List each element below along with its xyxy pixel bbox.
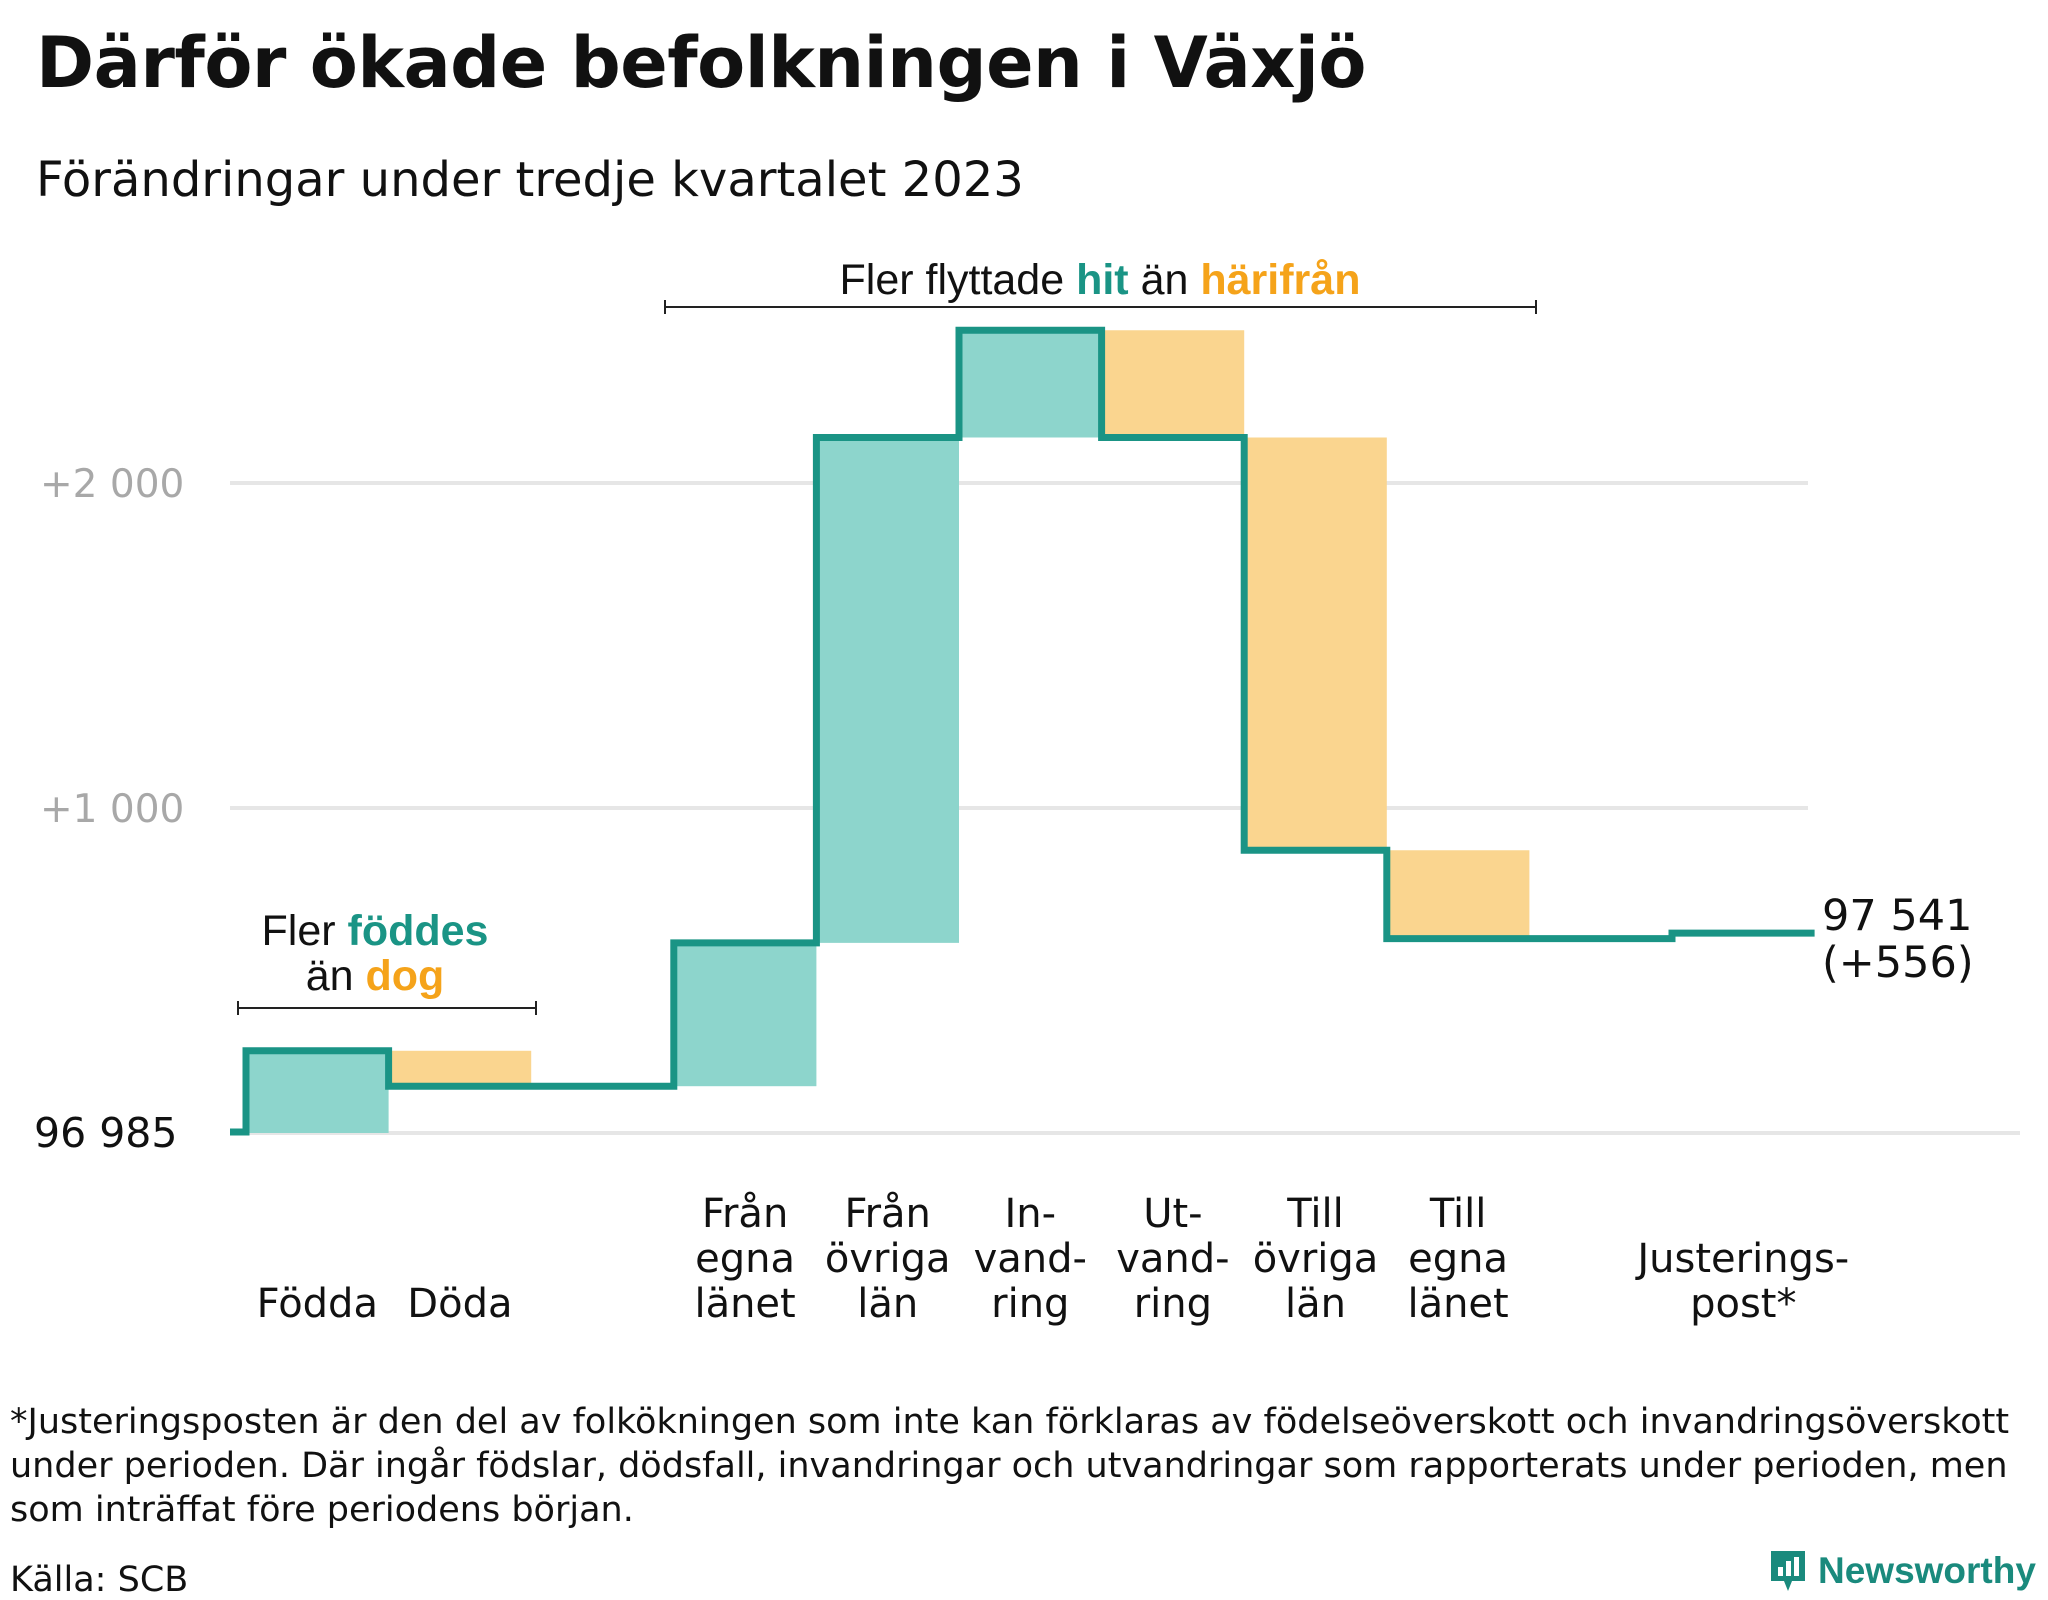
bar-in: [959, 330, 1102, 438]
bar-out: [1244, 437, 1387, 851]
newsworthy-logo-icon: [1771, 1551, 1805, 1591]
births-annotation-highlight: föddes: [348, 907, 489, 955]
brand-name: Newsworthy: [1818, 1550, 2036, 1591]
y-tick-label: +1 000: [40, 787, 184, 832]
category-label: Till egna länet: [1407, 1191, 1508, 1327]
chart-title: Därför ökade befolkningen i Växjö: [36, 22, 1366, 104]
bar-out: [1386, 850, 1530, 939]
end-value-label: 97 541: [1822, 891, 1972, 941]
bar-out: [388, 1050, 532, 1087]
start-value-label: 96 985: [34, 1109, 177, 1157]
migration-annotation: Fler flyttade hit än härifrån: [664, 256, 1537, 314]
category-label: Från egna länet: [694, 1191, 795, 1327]
chart-subtitle: Förändringar under tredje kvartalet 2023: [36, 152, 1024, 208]
bar-in: [246, 1050, 389, 1133]
category-label: Födda: [257, 1281, 378, 1327]
migration-annotation-out: härifrån: [1200, 256, 1360, 304]
y-tick-label: +2 000: [40, 462, 184, 507]
bar-out: [1101, 330, 1245, 438]
svg-text:än dog: än dog: [306, 952, 445, 1000]
births-annotation: Fler föddes än dog: [237, 907, 537, 1015]
end-change-label: (+556): [1822, 938, 1974, 988]
migration-annotation-in: hit: [1076, 256, 1129, 304]
migration-annotation-prefix: Fler flyttade: [840, 256, 1077, 304]
svg-text:Fler föddes: Fler föddes: [262, 907, 489, 955]
bar-in: [673, 942, 817, 1087]
births-annotation-prefix: Fler: [262, 907, 348, 955]
bar-in: [816, 437, 959, 943]
brand-logo: Newsworthy: [1768, 1548, 2036, 1594]
category-label: Justerings-post*: [1634, 1236, 1849, 1327]
cumulative-step-line: [230, 326, 1815, 1136]
source-label: Källa: SCB: [10, 1560, 189, 1600]
category-label: Till övriga län: [1253, 1191, 1379, 1327]
category-label: Ut-vand-ring: [1116, 1191, 1229, 1327]
migration-annotation-middle: än: [1129, 256, 1201, 304]
category-label: In-vand-ring: [974, 1191, 1087, 1327]
deaths-annotation-prefix: än: [306, 952, 366, 1000]
footnote: *Justeringsposten är den del av folkökni…: [10, 1402, 2010, 1530]
category-label: Från övriga län: [825, 1191, 951, 1327]
category-label: Döda: [407, 1281, 512, 1327]
svg-text:Fler flyttade hit än härifrån: Fler flyttade hit än härifrån: [840, 256, 1361, 304]
deaths-annotation-highlight: dog: [365, 952, 444, 1000]
